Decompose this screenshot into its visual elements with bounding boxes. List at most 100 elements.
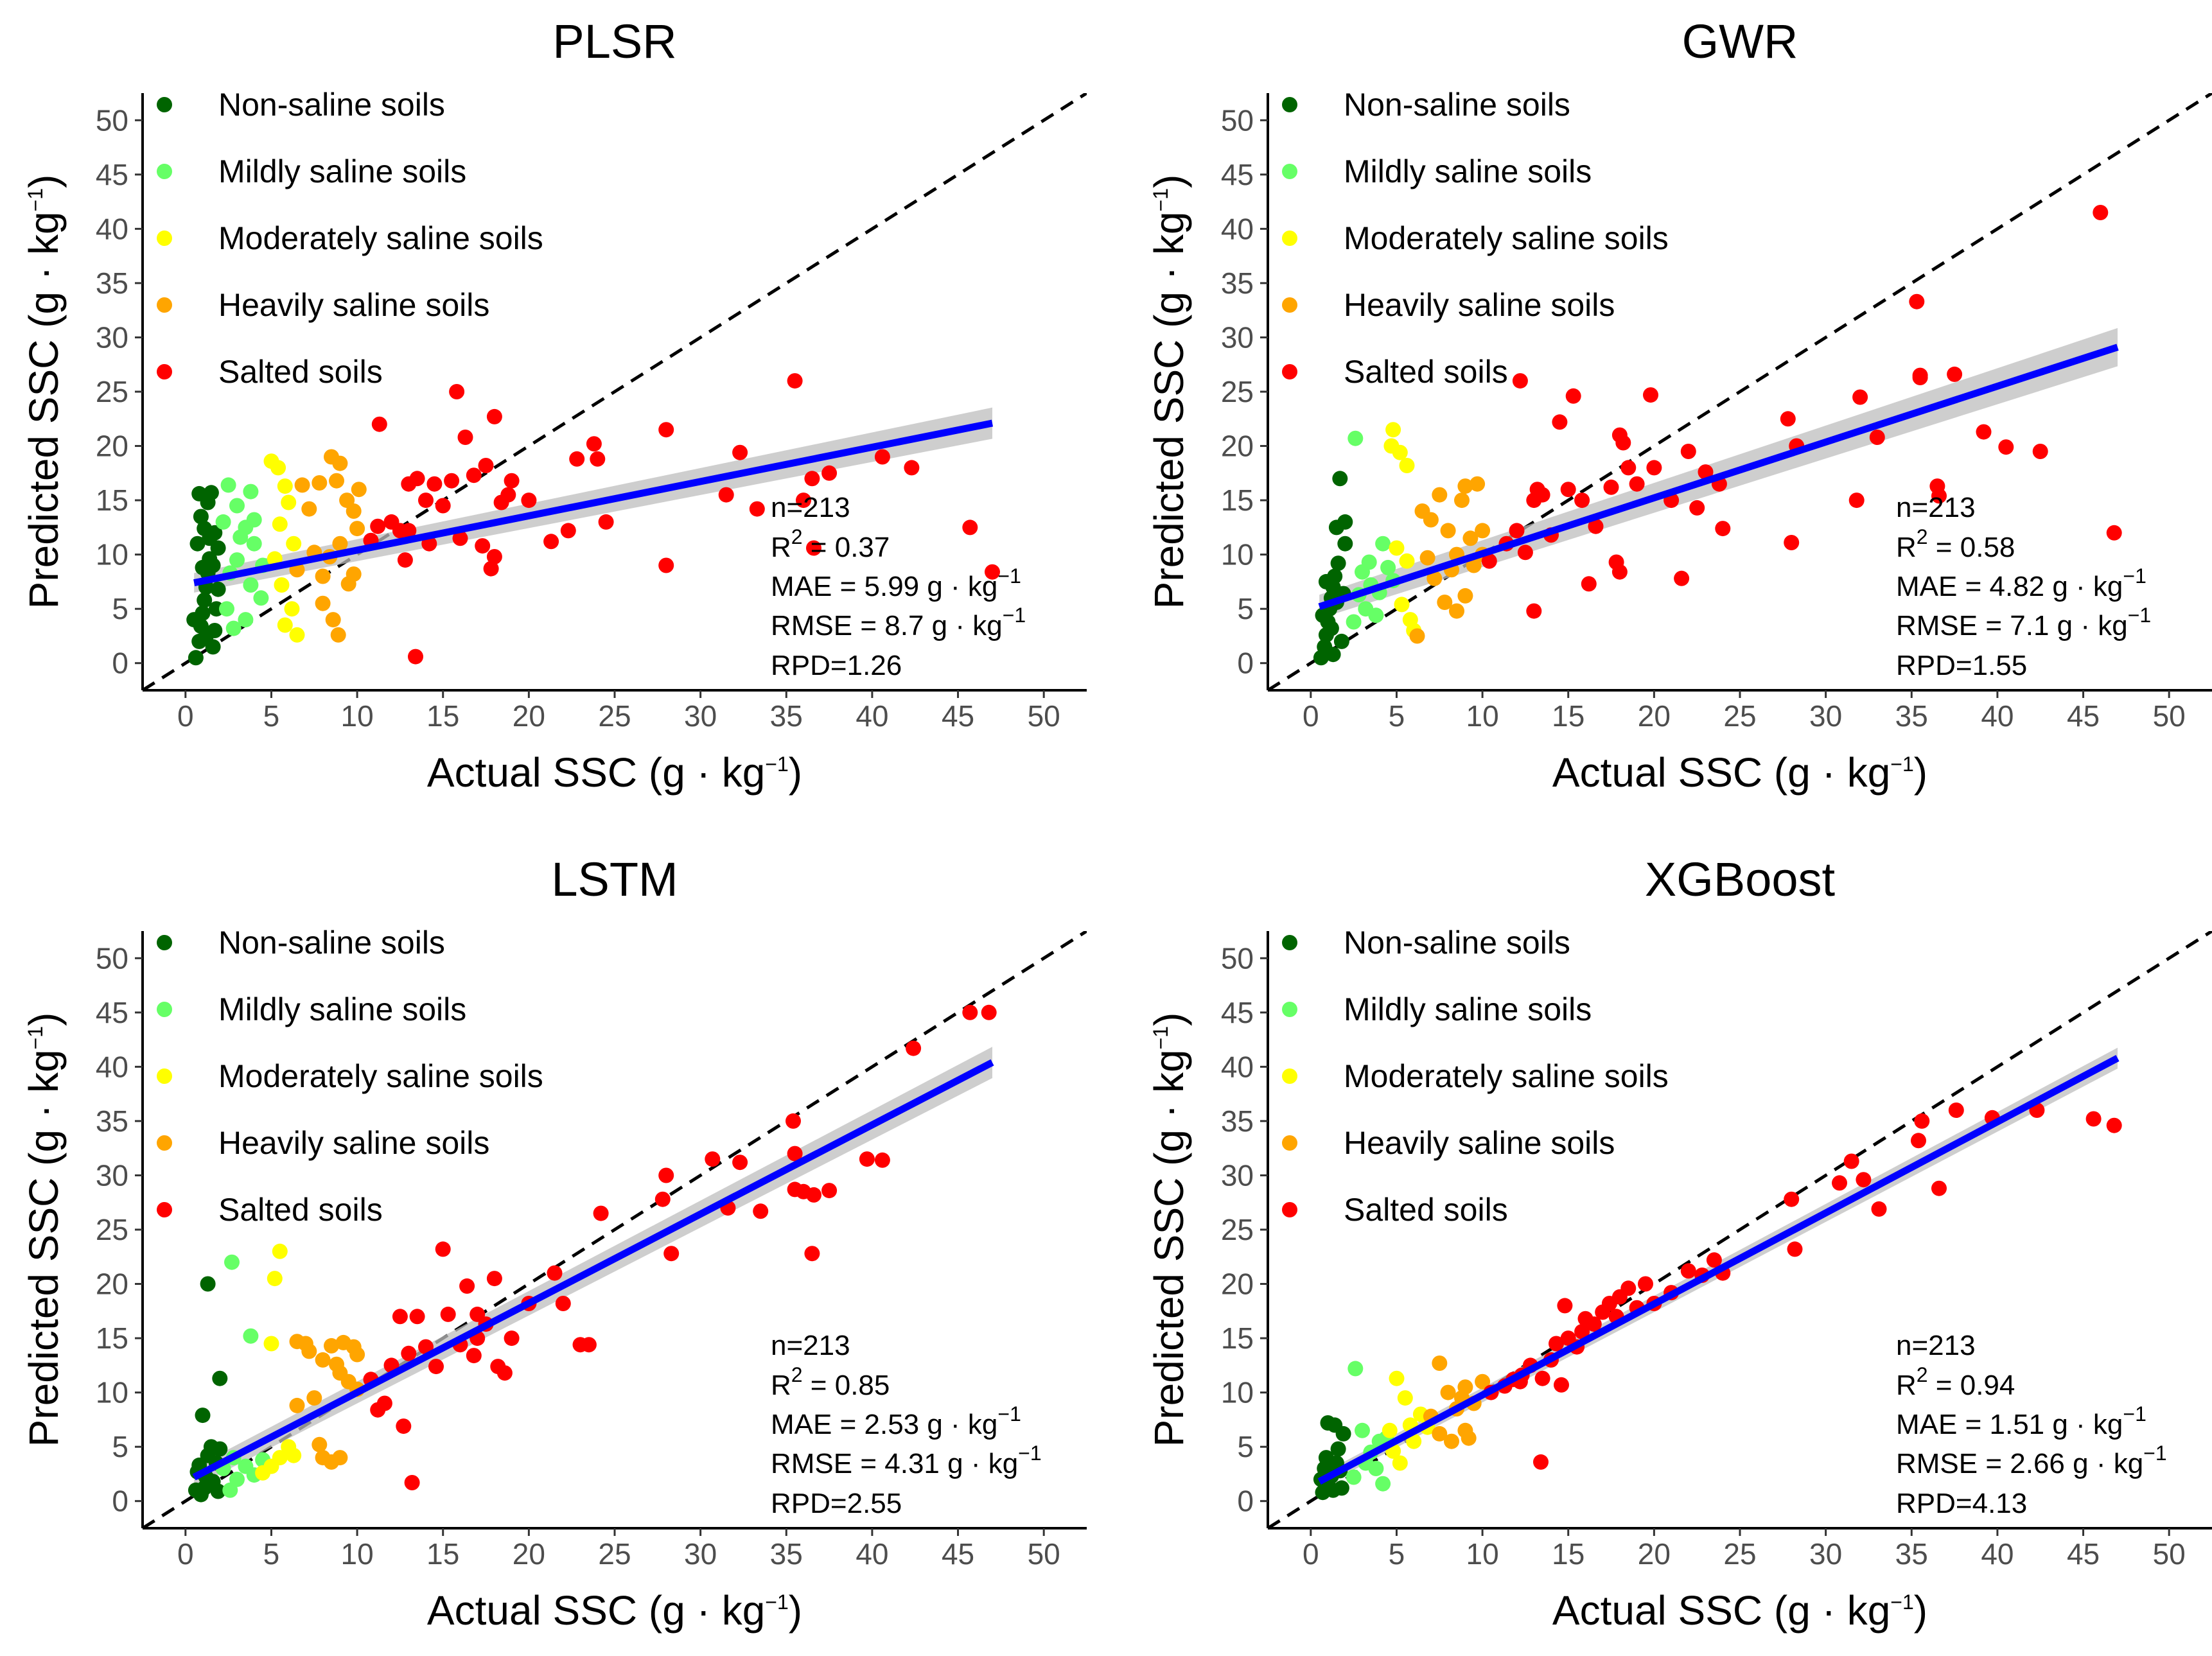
legend-item: Heavily saline soils xyxy=(1282,1125,1615,1161)
data-point xyxy=(1646,460,1662,476)
data-point xyxy=(1409,628,1425,644)
stat-n: n=213 xyxy=(1896,1330,1976,1361)
legend-swatch xyxy=(1282,297,1297,313)
data-point xyxy=(404,1475,420,1490)
legend-swatch xyxy=(157,1135,172,1151)
data-point xyxy=(1449,603,1464,619)
panel-xgboost: XGBoost 0 5 10 15 20 25 30 35 40 45 50 0 5 10 15 20 25 30 3… xyxy=(1146,853,2212,1634)
data-point xyxy=(440,1306,456,1322)
legend-label: Moderately saline soils xyxy=(218,1058,543,1094)
data-point xyxy=(1462,530,1479,546)
data-point xyxy=(1565,388,1581,404)
x-tick-label: 50 xyxy=(2153,1537,2186,1571)
data-point xyxy=(466,1348,482,1364)
data-point xyxy=(274,577,290,593)
y-tick-label: 30 xyxy=(96,1158,128,1192)
legend-item: Mildly saline soils xyxy=(1282,153,1592,189)
data-point xyxy=(569,451,585,467)
data-point xyxy=(1382,1422,1398,1438)
y-tick-label: 5 xyxy=(1237,592,1254,625)
data-point xyxy=(1509,523,1525,539)
data-point xyxy=(1611,427,1628,443)
data-point xyxy=(787,1146,803,1162)
data-point xyxy=(324,1338,339,1354)
data-point xyxy=(1466,557,1482,573)
data-point xyxy=(804,471,820,487)
data-point xyxy=(277,617,293,633)
legend-swatch xyxy=(157,164,172,179)
x-tick-label: 5 xyxy=(1389,1537,1405,1571)
data-point xyxy=(449,384,465,399)
data-point xyxy=(267,1271,283,1287)
legend-label: Moderately saline soils xyxy=(1344,220,1669,256)
data-point xyxy=(1389,1370,1405,1386)
x-tick-label: 5 xyxy=(263,699,280,733)
y-tick-label: 45 xyxy=(1221,996,1254,1029)
regression-line xyxy=(1318,344,2119,611)
y-axis-label: Predicted SSC (g · kg−1) xyxy=(1146,1013,1192,1447)
data-point xyxy=(1323,620,1339,636)
y-tick-label: 5 xyxy=(112,1430,128,1463)
data-point xyxy=(732,1155,748,1171)
legend-item: Mildly saline soils xyxy=(157,153,466,189)
legend-item: Moderately saline soils xyxy=(157,1058,543,1094)
x-tick-label: 45 xyxy=(942,699,974,733)
x-tick-label: 10 xyxy=(1466,1537,1499,1571)
data-point xyxy=(346,503,362,519)
data-point xyxy=(1394,597,1410,613)
data-point xyxy=(663,1246,680,1262)
data-point xyxy=(1680,444,1696,459)
data-point xyxy=(806,540,821,556)
data-point xyxy=(2093,205,2109,220)
stat-rpd: RPD=1.26 xyxy=(771,650,902,681)
legend-item: Salted soils xyxy=(1282,354,1508,390)
data-point xyxy=(229,552,245,568)
data-point xyxy=(1397,1390,1413,1406)
data-point xyxy=(229,1471,245,1487)
data-point xyxy=(229,498,245,514)
data-point xyxy=(272,1243,288,1259)
stat-mae: MAE = 2.53 g · kg−1 xyxy=(771,1402,1021,1440)
data-point xyxy=(486,408,502,424)
data-point xyxy=(186,612,202,628)
legend-label: Mildly saline soils xyxy=(218,153,466,189)
data-point xyxy=(1385,422,1401,438)
y-tick-label: 15 xyxy=(1221,1321,1254,1355)
y-tick-label: 35 xyxy=(1221,266,1254,300)
x-tick-label: 15 xyxy=(426,699,459,733)
y-tick-label: 45 xyxy=(96,996,128,1029)
data-point xyxy=(1976,424,1992,440)
legend-item: Mildly saline soils xyxy=(1282,991,1592,1027)
legend-label: Heavily saline soils xyxy=(218,287,489,323)
data-point xyxy=(475,538,491,554)
data-point xyxy=(1392,1455,1408,1471)
data-point xyxy=(486,549,502,564)
data-point xyxy=(1715,521,1731,537)
legend-swatch xyxy=(1282,1135,1297,1151)
panel-title: PLSR xyxy=(552,15,676,68)
data-point xyxy=(598,514,614,530)
legend-swatch xyxy=(1282,1202,1297,1217)
x-tick-label: 50 xyxy=(2153,699,2186,733)
y-tick-label: 50 xyxy=(1221,103,1254,137)
data-point xyxy=(1869,430,1885,445)
data-point xyxy=(705,1151,721,1167)
panel-title: LSTM xyxy=(551,853,678,906)
data-point xyxy=(1620,460,1637,476)
data-point xyxy=(1330,555,1346,571)
data-point xyxy=(435,498,451,514)
data-point xyxy=(210,581,226,597)
data-point xyxy=(586,436,602,452)
data-point xyxy=(981,1004,997,1020)
data-point xyxy=(821,465,838,481)
legend-item: Heavily saline soils xyxy=(1282,287,1615,323)
x-tick-label: 5 xyxy=(1389,699,1405,733)
panel-lstm: LSTM 0 5 10 15 20 25 30 35 40 45 50 0 5 10 15 20 25 30 35 40… xyxy=(21,853,1087,1634)
data-point xyxy=(1689,500,1705,516)
legend-label: Moderately saline soils xyxy=(1344,1058,1669,1094)
data-point xyxy=(2106,525,2122,541)
data-point xyxy=(1549,1336,1564,1352)
legend-item: Moderately saline soils xyxy=(157,220,543,256)
legend-label: Mildly saline soils xyxy=(218,991,466,1027)
data-point xyxy=(1534,487,1550,503)
